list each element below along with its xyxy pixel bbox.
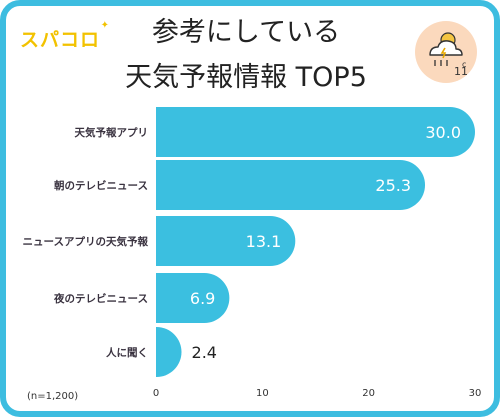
logo-text: スパコロ: [20, 29, 101, 51]
badge-unit: c: [462, 60, 466, 69]
bar-5: [156, 327, 182, 377]
x-tick-label: 10: [256, 388, 269, 399]
weather-rain-icon: 11 c: [429, 32, 468, 78]
x-tick-label: 0: [153, 388, 159, 399]
value-label: 25.3: [375, 176, 411, 195]
bar-3: [156, 216, 296, 266]
x-tick-label: 20: [362, 388, 375, 399]
bar-1: [156, 107, 475, 157]
title-line-1: 参考にしている: [151, 17, 341, 48]
sample-size-note: (n=1,200): [27, 391, 79, 402]
sparkle-icon: ✦: [100, 20, 111, 31]
category-label: 人に聞く: [106, 346, 148, 359]
category-label: 朝のテレビニュース: [54, 179, 148, 192]
bar-2: [156, 160, 426, 210]
badge-number: 11: [454, 65, 468, 78]
value-label: 6.9: [190, 289, 215, 308]
x-tick-label: 30: [469, 388, 482, 399]
brand-logo: スパコロ ✦: [20, 20, 109, 52]
value-label: 13.1: [246, 232, 282, 251]
value-label: 2.4: [192, 343, 217, 362]
weather-badge: 11 c: [415, 21, 477, 83]
category-label: 天気予報アプリ: [75, 126, 149, 139]
title-line-2: 天気予報情報 TOP5: [125, 62, 367, 93]
category-label: 夜のテレビニュース: [53, 292, 148, 305]
category-label: ニュースアプリの天気予報: [23, 235, 149, 248]
bar-4: [156, 273, 230, 323]
value-label: 30.0: [425, 123, 461, 142]
bar-chart: 天気予報アプリ朝のテレビニュースニュースアプリの天気予報夜のテレビニュース人に聞…: [23, 107, 482, 399]
